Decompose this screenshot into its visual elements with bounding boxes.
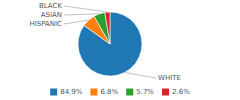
legend-item: 5.7%: [126, 88, 154, 96]
slice-label: WHITE: [158, 74, 181, 82]
legend-item: 84.9%: [50, 88, 83, 96]
legend-swatch: [162, 89, 169, 96]
legend-label: 84.9%: [60, 88, 83, 96]
slice-label: ASIAN: [41, 11, 62, 19]
legend-item: 6.8%: [90, 88, 118, 96]
pie-slice: [94, 12, 110, 44]
leader-line: [64, 20, 89, 24]
legend-label: 2.6%: [172, 88, 190, 96]
pie-slice: [78, 12, 142, 76]
legend-item: 2.6%: [162, 88, 190, 96]
leader-line: [64, 6, 107, 12]
legend-swatch: [90, 89, 97, 96]
leader-line: [64, 14, 99, 15]
chart: WHITE HISPANICASIANBLACK 84.9% 6.8% 5.7% 2.6%: [0, 0, 240, 100]
legend-swatch: [50, 89, 57, 96]
pie: [78, 12, 142, 76]
slice-label: BLACK: [39, 2, 62, 10]
legend-swatch: [126, 89, 133, 96]
pie-slice: [105, 12, 110, 44]
slice-label: HISPANIC: [29, 20, 62, 28]
legend-label: 5.7%: [136, 88, 154, 96]
leader-line: [125, 72, 156, 78]
legend-label: 6.8%: [100, 88, 118, 96]
labels: WHITE HISPANICASIANBLACK: [29, 2, 180, 82]
legend: 84.9% 6.8% 5.7% 2.6%: [50, 88, 190, 96]
